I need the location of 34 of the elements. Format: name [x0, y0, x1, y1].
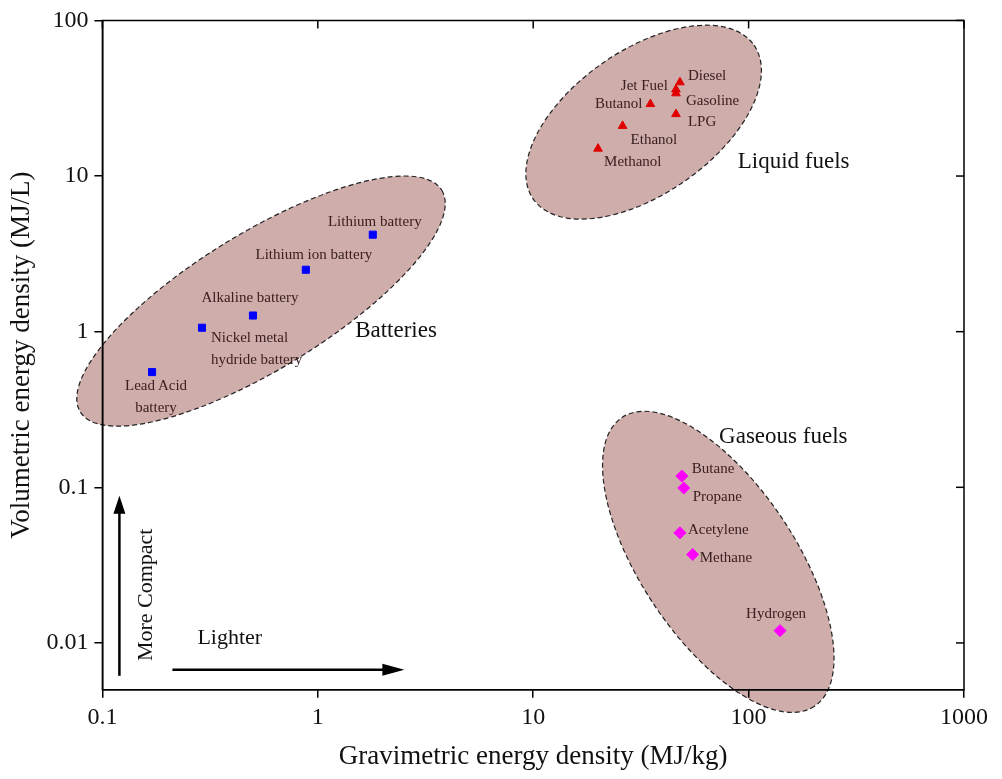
annotation: Gasoline	[685, 92, 740, 109]
x-axis-title: Gravimetric energy density (MJ/kg)	[338, 739, 728, 770]
annotation: Jet Fuel	[620, 77, 668, 94]
x-tick-label: 0.1	[87, 703, 118, 730]
annotation: Diesel	[687, 67, 727, 84]
x-tick-label: 100	[730, 703, 767, 730]
y-tick-label: 0.1	[58, 472, 89, 499]
y-tick-label: 100	[52, 5, 89, 32]
annotation: Lighter	[197, 623, 263, 649]
annotation: Butane	[691, 460, 735, 477]
y-tick-label: 1	[76, 316, 89, 343]
annotation: Ethanol	[630, 130, 678, 147]
annotation: Lead Acid battery	[125, 377, 188, 416]
y-tick-label: 0.01	[46, 628, 89, 655]
text: Batteries	[355, 317, 437, 343]
x-tick-label: 10	[521, 703, 546, 730]
x-tick-label: 1000	[940, 703, 988, 730]
annotation: Methanol	[604, 152, 662, 169]
annotation: Nickel metal hydride battery	[211, 328, 303, 367]
annotation: Alkaline battery	[201, 289, 299, 306]
y-axis-title: Volumetric energy density (MJ/L)	[5, 171, 36, 539]
annotation: Propane	[692, 487, 743, 504]
annotation: More Compact	[132, 528, 158, 662]
text: Liquid fuels	[737, 148, 850, 174]
annotation: Methane	[699, 549, 753, 566]
annotation: LPG	[687, 113, 717, 130]
annotation: Butanol	[594, 95, 643, 112]
series-label: Gaseous fuels	[719, 422, 848, 448]
annotation: Acetylene	[687, 520, 750, 537]
annotation: Hydrogen	[746, 604, 807, 621]
y-tick-label: 10	[64, 161, 89, 188]
annotation: Lithium battery	[327, 212, 423, 229]
annotation: Lithium ion battery	[255, 245, 373, 262]
x-tick-label: 1	[311, 703, 324, 730]
